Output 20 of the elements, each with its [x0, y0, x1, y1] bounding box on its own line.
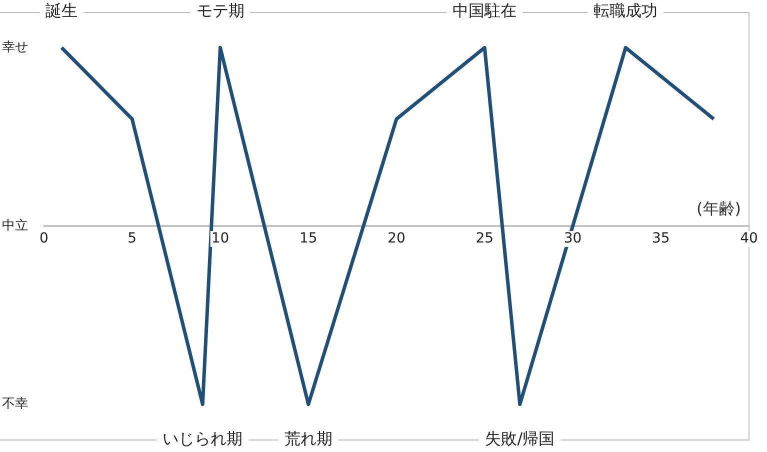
annotation: 誕生: [46, 1, 78, 20]
annotation: 中国駐在: [452, 1, 517, 20]
text: 幸せ: [2, 40, 28, 56]
x-axis-title: (年齢): [696, 199, 741, 218]
annotation: モテ期: [196, 1, 244, 20]
x-tick-label: 5: [128, 230, 137, 247]
x-tick-label: 25: [476, 230, 494, 247]
text: 不幸: [2, 396, 28, 412]
x-tick-label: 30: [564, 230, 582, 247]
x-tick-label: 35: [652, 230, 670, 247]
annotation: 荒れ期: [284, 429, 332, 448]
x-tick-label: 15: [299, 230, 318, 247]
x-tick-label: 20: [388, 230, 406, 247]
x-tick-label: 0: [40, 230, 48, 247]
annotation: 転職成功: [594, 1, 658, 20]
annotation: いじられ期: [162, 429, 243, 448]
x-tick-label: 40: [740, 230, 758, 247]
annotation: 失敗/帰国: [485, 429, 555, 448]
text: 中立: [2, 217, 28, 234]
x-tick-label: 10: [211, 230, 230, 247]
